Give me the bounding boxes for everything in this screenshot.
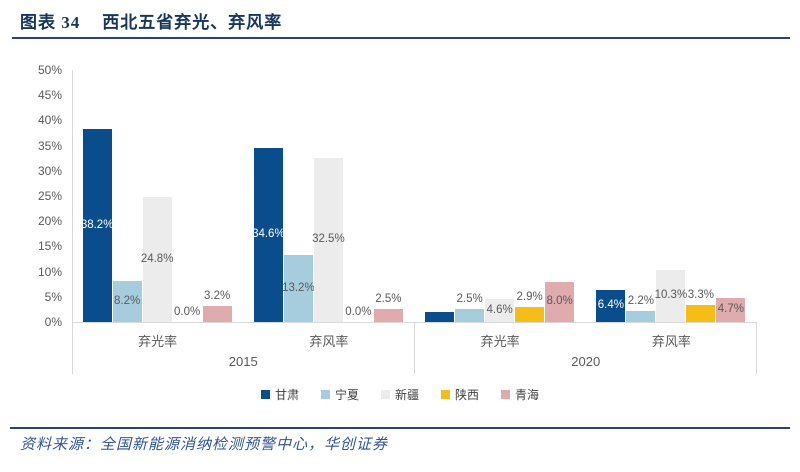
legend-item: 甘肃 <box>260 386 299 403</box>
bar-label: 34.6% <box>252 228 285 240</box>
y-axis-line <box>72 70 73 374</box>
legend-swatch-icon <box>380 390 390 399</box>
bar-label: 4.7% <box>717 303 744 315</box>
bar-label: 13.2% <box>282 281 315 294</box>
bar <box>596 290 626 322</box>
legend-label: 青海 <box>515 388 540 402</box>
y-tick-label: 30% <box>37 163 62 178</box>
y-tick-label: 0% <box>44 315 62 329</box>
bar-label: 2.9% <box>516 291 543 303</box>
legend-item: 新疆 <box>380 386 419 403</box>
bar <box>515 307 545 322</box>
bar <box>202 306 232 322</box>
y-tick-label: 40% <box>37 113 62 128</box>
bar <box>716 298 746 322</box>
y-tick-label: 35% <box>37 138 62 153</box>
y-tick-label: 15% <box>37 239 62 254</box>
chart-legend: 甘肃 宁夏 新疆 陕西 青海 <box>0 386 800 403</box>
year-label: 2015 <box>228 354 258 369</box>
legend-item: 青海 <box>501 386 539 403</box>
y-tick-label: 5% <box>44 289 62 304</box>
y-tick-label: 50% <box>37 63 62 77</box>
bar <box>112 281 142 322</box>
y-tick-label: 20% <box>37 214 62 229</box>
bar <box>142 197 172 322</box>
y-tick-label: 45% <box>37 88 62 103</box>
bar <box>373 309 403 322</box>
bar <box>485 299 515 322</box>
legend-swatch-icon <box>260 390 270 399</box>
legend-label: 陕西 <box>455 388 480 402</box>
bar-label: 24.8% <box>140 252 174 265</box>
bar <box>313 158 343 322</box>
category-label: 弃风率 <box>309 334 349 349</box>
bar-label: 3.2% <box>204 290 231 302</box>
source-text: 资料来源：全国新能源消纳检测预警中心，华创证券 <box>20 437 389 453</box>
bar-label: 8.2% <box>114 294 141 307</box>
bar <box>626 311 656 322</box>
y-tick-label: 25% <box>37 189 62 203</box>
legend-swatch-icon <box>441 390 450 399</box>
year-label: 2020 <box>571 354 601 369</box>
section-divider <box>413 322 415 374</box>
bar <box>82 129 112 322</box>
source-rule <box>10 427 790 429</box>
category-label: 弃光率 <box>138 334 178 349</box>
x-axis-baseline <box>72 322 757 323</box>
figure-title: 西北五省弃光、弃风率 <box>102 13 283 32</box>
bar-label: 0.0% <box>174 306 201 318</box>
bar <box>545 282 575 322</box>
section-divider <box>756 322 757 374</box>
bar-label: 38.2% <box>80 218 114 231</box>
bar <box>686 305 716 322</box>
bar <box>283 255 313 322</box>
category-label: 弃风率 <box>651 334 691 349</box>
legend-swatch-icon <box>320 390 330 399</box>
bar-label: 10.3% <box>654 289 688 301</box>
legend-label: 甘肃 <box>274 388 299 402</box>
bar <box>253 148 283 322</box>
y-tick-label: 10% <box>37 264 62 279</box>
category-label: 弃光率 <box>480 334 520 349</box>
bar-label: 8.0% <box>546 295 573 307</box>
legend-swatch-icon <box>501 390 511 399</box>
bar-label: 32.5% <box>312 233 345 245</box>
legend-label: 宁夏 <box>334 388 359 402</box>
figure-label: 图表 34 <box>20 13 81 32</box>
bar <box>455 309 485 322</box>
legend-item: 宁夏 <box>320 386 359 403</box>
bar-label: 2.5% <box>456 293 483 305</box>
bar-label: 3.3% <box>687 289 714 301</box>
bar-label: 0.0% <box>345 306 372 318</box>
legend-item: 陕西 <box>441 386 479 403</box>
bar <box>656 270 686 322</box>
title-rule <box>12 37 790 39</box>
figure-header: 图表 34 西北五省弃光、弃风率 <box>20 8 282 33</box>
bar-label: 4.6% <box>486 303 513 316</box>
bar-label: 6.4% <box>597 299 624 311</box>
bar <box>425 312 455 322</box>
legend-label: 新疆 <box>394 388 419 402</box>
bar-label: 2.2% <box>627 295 654 307</box>
bar-label: 2.5% <box>375 293 402 305</box>
